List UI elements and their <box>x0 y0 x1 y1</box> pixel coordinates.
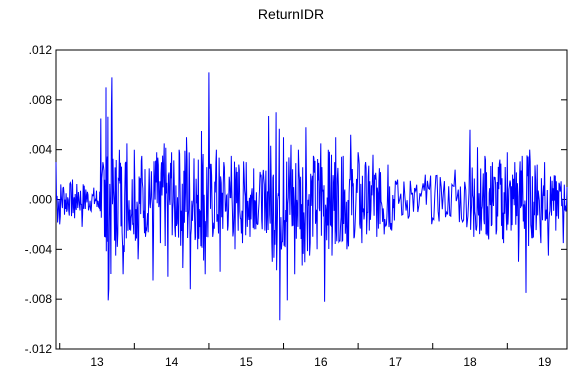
y-tick-label: -.004 <box>25 242 53 256</box>
y-tick-label: -.012 <box>25 342 53 356</box>
y-tick-label: -.008 <box>25 292 53 306</box>
x-tick-label: 18 <box>463 355 477 369</box>
x-tick-label: 19 <box>538 355 552 369</box>
series-line <box>55 72 568 321</box>
x-tick-label: 16 <box>314 355 328 369</box>
y-tick-label: .012 <box>29 43 53 57</box>
y-tick-label: .008 <box>29 93 53 107</box>
x-tick-label: 17 <box>389 355 403 369</box>
chart-title: ReturnIDR <box>257 6 325 22</box>
y-tick-label: .000 <box>29 193 53 207</box>
y-axis: .012 .008 .004 .000 -.004 -.008 -.012 <box>25 43 567 356</box>
x-tick-label: 14 <box>165 355 179 369</box>
y-tick-label: .004 <box>29 143 53 157</box>
x-axis: 13 14 15 16 17 18 19 <box>59 343 552 369</box>
series-layer <box>55 72 568 321</box>
x-tick-label: 13 <box>90 355 104 369</box>
x-tick-label: 15 <box>240 355 254 369</box>
